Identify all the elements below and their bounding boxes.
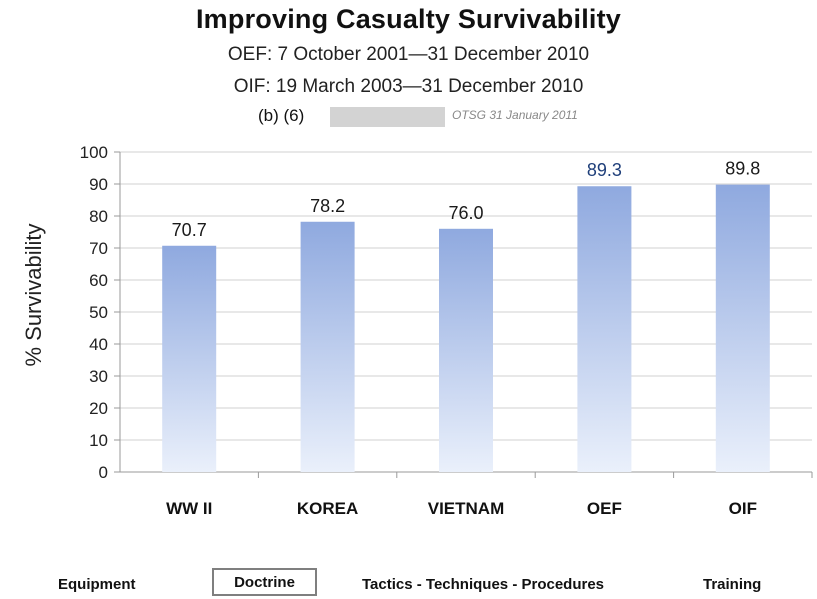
y-tick-labels: 0 10 20 30 40 50 60 70 80 90 100	[80, 143, 108, 482]
bar	[162, 245, 217, 472]
y-tick-label: 10	[89, 431, 108, 450]
bar	[439, 228, 493, 472]
value-label: 89.3	[587, 160, 622, 180]
value-label: 70.7	[172, 220, 207, 240]
chart-title: Improving Casualty Survivability	[195, 4, 622, 34]
category-label: OIF	[729, 499, 757, 518]
category-labels: WW II KOREA VIETNAM OEF OIF	[166, 499, 757, 518]
y-tick-label: 60	[89, 271, 108, 290]
doctrine-label: Doctrine	[212, 568, 317, 596]
y-tick-label: 100	[80, 143, 108, 162]
y-tick-label: 30	[89, 367, 108, 386]
y-tick-label: 80	[89, 207, 108, 226]
category-label: WW II	[166, 499, 212, 518]
y-tick-label: 40	[89, 335, 108, 354]
y-tick-label: 0	[99, 463, 108, 482]
bar	[715, 184, 770, 472]
subtitle-oef: OEF: 7 October 2001—31 December 2010	[227, 44, 590, 65]
category-label: VIETNAM	[428, 499, 505, 518]
redaction-box	[330, 107, 445, 127]
category-label: KOREA	[297, 499, 358, 518]
value-labels: 70.7 78.2 76.0 89.3 89.8	[172, 159, 761, 240]
subtitle-oif: OIF: 19 March 2003—31 December 2010	[233, 76, 584, 97]
training-label: Training	[703, 576, 762, 593]
y-tick-label: 90	[89, 175, 108, 194]
value-label: 78.2	[310, 196, 345, 216]
equipment-label: Equipment	[58, 576, 136, 593]
y-tick-label: 70	[89, 239, 108, 258]
bar	[300, 221, 355, 472]
source-note: OTSG 31 January 2011	[452, 108, 578, 122]
value-label: 76.0	[448, 203, 483, 223]
y-tick-label: 50	[89, 303, 108, 322]
category-label: OEF	[587, 499, 622, 518]
value-label: 89.8	[725, 159, 760, 179]
bars	[162, 184, 770, 473]
bar	[577, 186, 632, 473]
redaction-label: (b) (6)	[258, 106, 305, 125]
ttp-label: Tactics - Techniques - Procedures	[362, 576, 605, 593]
y-tick-label: 20	[89, 399, 108, 418]
